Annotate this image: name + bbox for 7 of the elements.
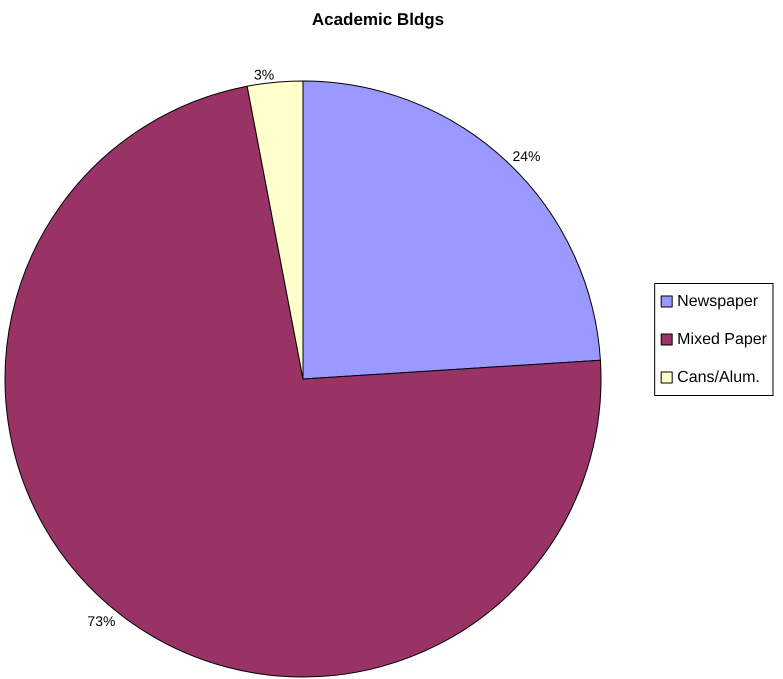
legend-label: Newspaper (677, 293, 759, 310)
data-label: 24% (512, 148, 541, 164)
legend-label: Cans/Alum. (677, 369, 760, 386)
legend-label: Mixed Paper (677, 331, 768, 348)
data-label: 3% (254, 66, 274, 82)
chart-title: Academic Bldgs (312, 10, 444, 29)
data-label: 73% (87, 612, 116, 629)
